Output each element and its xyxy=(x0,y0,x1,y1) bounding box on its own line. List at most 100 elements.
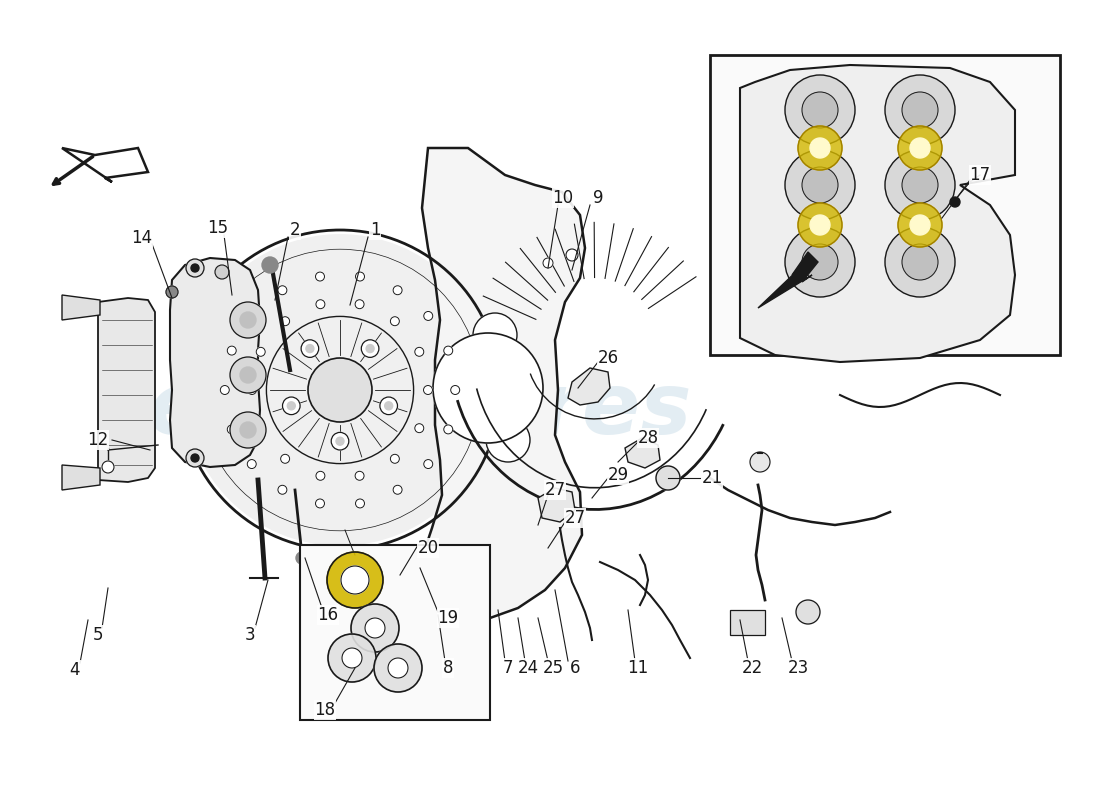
Circle shape xyxy=(278,286,287,294)
Circle shape xyxy=(798,126,842,170)
Polygon shape xyxy=(758,252,818,308)
Circle shape xyxy=(280,317,289,326)
Polygon shape xyxy=(422,148,585,618)
Circle shape xyxy=(355,300,364,309)
Circle shape xyxy=(486,418,530,462)
Circle shape xyxy=(910,215,930,235)
Circle shape xyxy=(898,203,942,247)
Text: 19: 19 xyxy=(438,609,459,627)
Bar xyxy=(710,55,1060,355)
Circle shape xyxy=(902,244,938,280)
Circle shape xyxy=(240,312,256,328)
Polygon shape xyxy=(98,298,155,482)
Circle shape xyxy=(355,471,364,480)
Circle shape xyxy=(256,424,265,433)
Circle shape xyxy=(186,259,204,277)
Circle shape xyxy=(393,486,403,494)
Circle shape xyxy=(424,311,432,321)
Circle shape xyxy=(191,454,199,462)
Text: 11: 11 xyxy=(627,659,649,677)
Circle shape xyxy=(102,461,114,473)
Circle shape xyxy=(415,424,424,433)
Text: 15: 15 xyxy=(208,219,229,237)
Text: 23: 23 xyxy=(788,659,808,677)
Circle shape xyxy=(230,357,266,393)
Polygon shape xyxy=(625,438,660,468)
Circle shape xyxy=(308,358,372,422)
Circle shape xyxy=(296,552,308,564)
Circle shape xyxy=(886,150,955,220)
Circle shape xyxy=(443,425,453,434)
Circle shape xyxy=(798,203,842,247)
Circle shape xyxy=(785,150,855,220)
Circle shape xyxy=(166,286,178,298)
Text: 9: 9 xyxy=(593,189,603,207)
Text: 3: 3 xyxy=(244,626,255,644)
Circle shape xyxy=(287,402,295,410)
Circle shape xyxy=(390,454,399,463)
Circle shape xyxy=(256,347,265,356)
Circle shape xyxy=(433,333,543,443)
Circle shape xyxy=(802,167,838,203)
Circle shape xyxy=(336,437,344,445)
Circle shape xyxy=(361,340,378,358)
Circle shape xyxy=(185,235,495,546)
Text: 24: 24 xyxy=(517,659,539,677)
Circle shape xyxy=(228,425,236,434)
Circle shape xyxy=(342,648,362,668)
Circle shape xyxy=(451,386,460,394)
Circle shape xyxy=(248,311,256,321)
Circle shape xyxy=(328,634,376,682)
Circle shape xyxy=(327,552,383,608)
Circle shape xyxy=(810,215,830,235)
Circle shape xyxy=(366,345,374,353)
Circle shape xyxy=(379,397,397,414)
Circle shape xyxy=(248,459,256,469)
Circle shape xyxy=(385,402,393,410)
Circle shape xyxy=(910,138,930,158)
Circle shape xyxy=(316,471,324,480)
Text: 8: 8 xyxy=(442,659,453,677)
Circle shape xyxy=(316,499,324,508)
Circle shape xyxy=(331,432,349,450)
Text: 29: 29 xyxy=(607,466,628,484)
Text: 12: 12 xyxy=(87,431,109,449)
Circle shape xyxy=(214,265,229,279)
Circle shape xyxy=(230,302,266,338)
Circle shape xyxy=(191,264,199,272)
Text: 4: 4 xyxy=(69,661,80,679)
Circle shape xyxy=(415,347,424,356)
Circle shape xyxy=(355,499,364,508)
Polygon shape xyxy=(740,65,1015,362)
Text: 6: 6 xyxy=(570,659,581,677)
Circle shape xyxy=(796,600,820,624)
Circle shape xyxy=(301,340,319,358)
Circle shape xyxy=(316,272,324,281)
Bar xyxy=(730,610,764,635)
Circle shape xyxy=(898,126,942,170)
Text: 17: 17 xyxy=(969,166,991,184)
Circle shape xyxy=(316,300,324,309)
Polygon shape xyxy=(170,258,260,467)
Circle shape xyxy=(262,257,278,273)
Circle shape xyxy=(802,244,838,280)
Circle shape xyxy=(393,286,403,294)
Text: 1: 1 xyxy=(370,221,381,239)
Text: eurospares: eurospares xyxy=(147,369,692,451)
Polygon shape xyxy=(568,368,611,405)
Text: 26: 26 xyxy=(597,349,618,367)
Circle shape xyxy=(424,459,432,469)
Circle shape xyxy=(886,227,955,297)
Text: 20: 20 xyxy=(417,539,439,557)
Circle shape xyxy=(306,345,313,353)
Text: a passion for cars: a passion for cars xyxy=(285,475,556,505)
Circle shape xyxy=(280,454,289,463)
Circle shape xyxy=(388,658,408,678)
Text: 10: 10 xyxy=(552,189,573,207)
Circle shape xyxy=(750,452,770,472)
Polygon shape xyxy=(62,295,100,320)
Text: 16: 16 xyxy=(318,606,339,624)
Circle shape xyxy=(283,397,300,414)
Circle shape xyxy=(374,644,422,692)
Bar xyxy=(300,545,490,720)
